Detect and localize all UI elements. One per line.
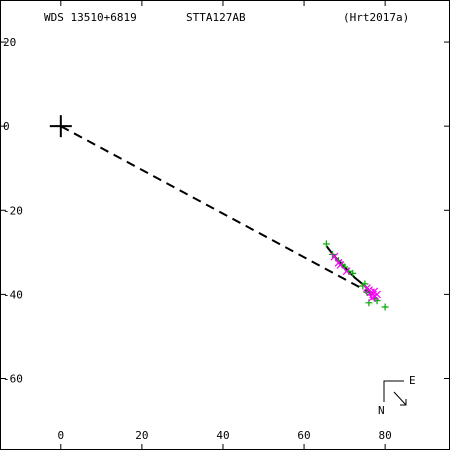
observation-plus-point: [322, 240, 330, 248]
y-tick-label: -60: [3, 373, 23, 386]
compass-east-label: E: [409, 374, 416, 387]
observation-cross-point: [342, 267, 351, 276]
observation-plus-point: [349, 269, 357, 277]
x-tick-label: 40: [216, 429, 229, 442]
reference-label: (Hrt2017a): [343, 11, 409, 24]
x-tick-label: 0: [57, 429, 64, 442]
compass-arrowhead: [400, 399, 407, 406]
observation-cross-point: [370, 287, 379, 296]
x-tick-label: 80: [379, 429, 392, 442]
y-tick-label: 0: [3, 120, 10, 133]
y-tick-label: -40: [3, 288, 23, 301]
x-tick-label: 60: [297, 429, 310, 442]
y-tick-label: -20: [3, 204, 23, 217]
discoverer-label: STTA127AB: [186, 11, 246, 24]
compass-north-label: N: [378, 404, 385, 417]
compass-rose: E N: [378, 374, 416, 417]
wds-id-label: WDS 13510+6819: [44, 11, 137, 24]
observation-cross-point: [330, 252, 339, 261]
primary-star-marker: [49, 115, 72, 138]
observation-plus-point: [381, 303, 389, 311]
observation-cross-point: [336, 261, 345, 269]
compass-arrow: [393, 391, 407, 406]
y-tick-label: 20: [3, 36, 16, 49]
observation-points: [322, 240, 389, 311]
axis-tick-labels: 0 20 40 60 80 20 0 -20 -40 -60: [3, 36, 392, 442]
observation-cross-point: [368, 293, 377, 302]
compass-axes: [383, 380, 404, 402]
x-tick-label: 20: [135, 429, 148, 442]
